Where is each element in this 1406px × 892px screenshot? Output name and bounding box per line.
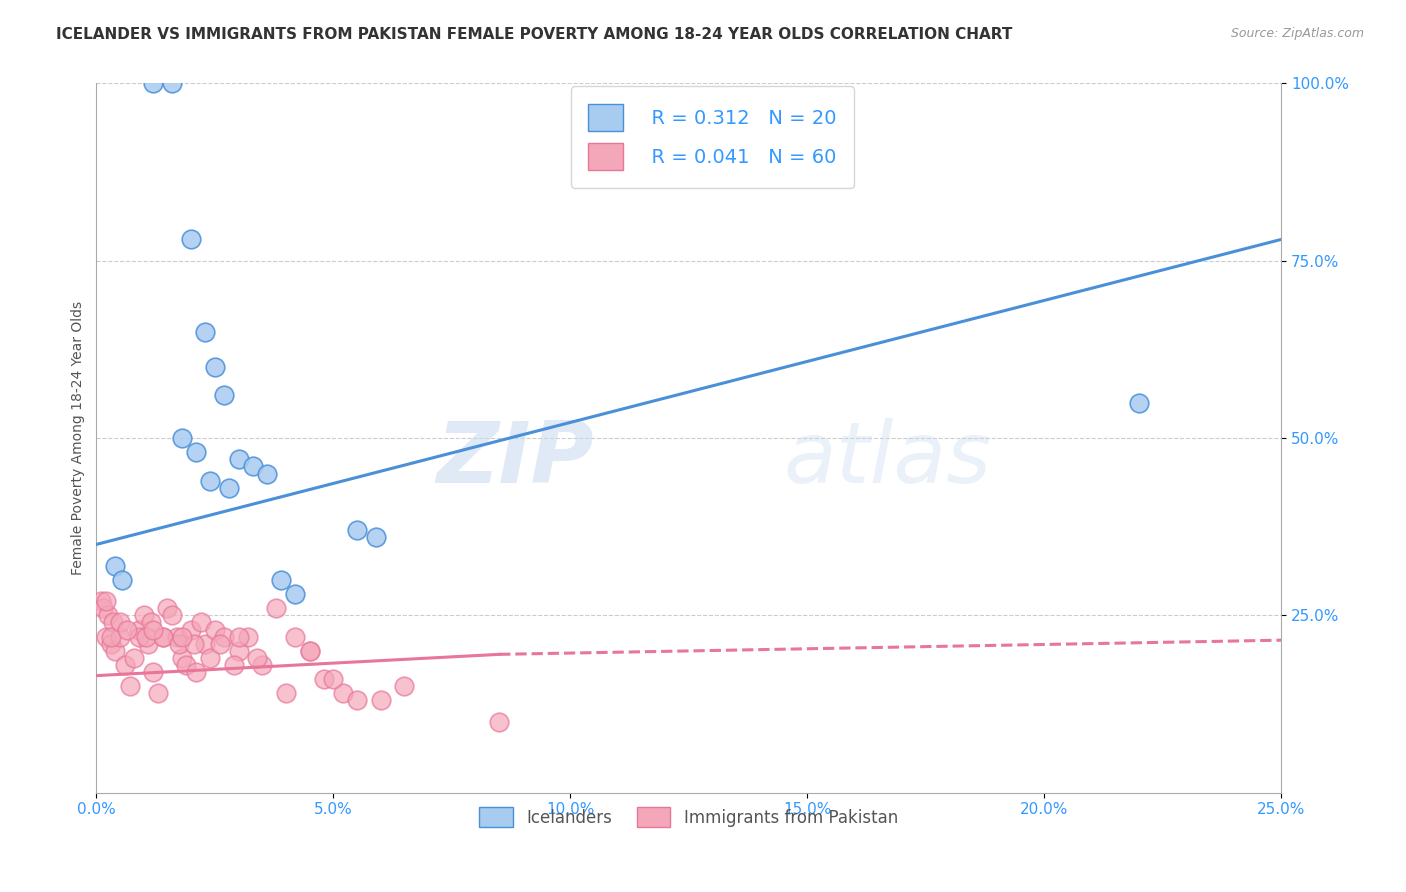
Point [170,651,193,665]
Point [108,615,131,630]
Point [364,530,387,544]
Point [228,452,250,467]
Point [370,693,392,707]
Point [322,672,344,686]
Point [242,459,264,474]
Text: ZIP: ZIP [436,417,593,500]
Point [298,644,321,658]
Point [115,623,138,637]
Point [160,77,183,91]
Point [228,644,250,658]
Point [298,644,321,658]
Point [270,573,292,587]
Point [194,325,217,339]
Point [194,637,217,651]
Point [204,623,226,637]
Point [190,615,212,630]
Point [1128,395,1150,409]
Point [214,388,236,402]
Point [204,360,226,375]
Point [222,658,245,673]
Point [128,623,150,637]
Point [176,658,198,673]
Point [101,615,124,630]
Point [152,630,174,644]
Point [100,630,122,644]
Legend: Icelanders, Immigrants from Pakistan: Icelanders, Immigrants from Pakistan [472,800,904,834]
Text: ICELANDER VS IMMIGRANTS FROM PAKISTAN FEMALE POVERTY AMONG 18-24 YEAR OLDS CORRE: ICELANDER VS IMMIGRANTS FROM PAKISTAN FE… [56,27,1012,42]
Point [394,679,416,693]
Point [142,623,165,637]
Point [236,630,259,644]
Point [198,474,221,488]
Point [312,672,335,686]
Point [111,573,134,587]
Point [183,637,205,651]
Point [166,630,188,644]
Point [180,623,202,637]
Text: atlas: atlas [783,417,991,500]
Point [108,630,131,644]
Point [160,608,183,623]
Point [170,431,193,445]
Point [346,523,368,537]
Point [488,714,510,729]
Point [142,665,165,679]
Point [332,686,354,700]
Point [156,601,179,615]
Point [184,665,207,679]
Point [104,644,127,658]
Point [146,686,169,700]
Point [94,630,117,644]
Text: Source: ZipAtlas.com: Source: ZipAtlas.com [1230,27,1364,40]
Point [170,630,193,644]
Point [152,630,174,644]
Point [93,601,115,615]
Point [284,587,307,601]
Point [274,686,297,700]
Point [100,637,122,651]
Point [250,658,273,673]
Point [228,630,250,644]
Point [208,637,231,651]
Point [198,651,221,665]
Point [135,630,157,644]
Point [346,693,368,707]
Point [180,232,202,246]
Point [138,637,160,651]
Point [142,77,165,91]
Point [122,651,145,665]
Point [104,558,127,573]
Point [256,467,278,481]
Point [114,658,136,673]
Point [218,481,240,495]
Point [169,637,191,651]
Point [284,630,307,644]
Y-axis label: Female Poverty Among 18-24 Year Olds: Female Poverty Among 18-24 Year Olds [72,301,86,575]
Point [184,445,207,459]
Point [246,651,269,665]
Point [128,630,150,644]
Point [266,601,288,615]
Point [94,594,117,608]
Point [90,594,112,608]
Point [118,679,141,693]
Point [97,608,120,623]
Point [214,630,236,644]
Point [139,615,162,630]
Point [132,608,155,623]
